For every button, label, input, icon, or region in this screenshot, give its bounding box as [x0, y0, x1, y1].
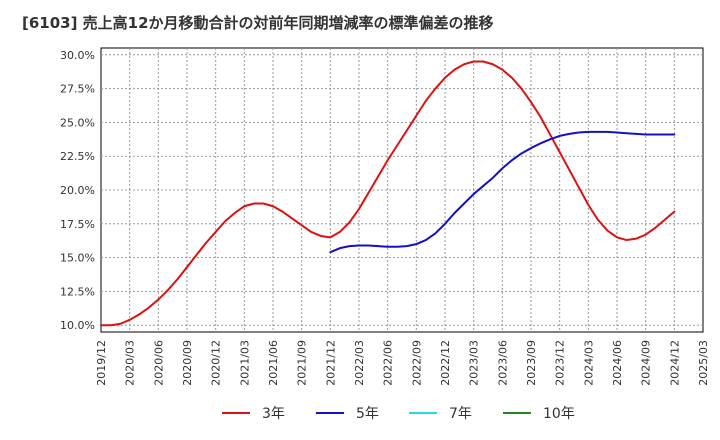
- x-tick-label: 2022/09: [410, 340, 423, 386]
- x-tick-label: 2023/12: [554, 340, 567, 386]
- series-line-1: [100, 60, 676, 327]
- x-tick-label: 2019/12: [95, 340, 108, 386]
- legend-label: 7年: [449, 406, 472, 422]
- x-tick-label: 2025/03: [697, 340, 710, 386]
- x-tick-label: 2021/06: [267, 340, 280, 386]
- chart-title: [6103] 売上高12か月移動合計の対前年同期増減率の標準偏差の推移: [22, 14, 494, 32]
- y-tick-label: 12.5%: [60, 285, 95, 298]
- series-lines: [100, 60, 676, 327]
- x-tick-label: 2022/06: [382, 340, 395, 386]
- y-tick-label: 30.0%: [60, 49, 95, 62]
- x-tick-label: 2020/09: [181, 340, 194, 386]
- x-tick-label: 2024/03: [582, 340, 595, 386]
- y-tick-label: 20.0%: [60, 184, 95, 197]
- x-tick-label: 2021/03: [238, 340, 251, 386]
- x-tick-label: 2024/06: [611, 340, 624, 386]
- x-tick-label: 2020/03: [124, 340, 137, 386]
- x-axis-ticks: 2019/12 2020/03 2020/06 2020/09 2020/12 2021/…: [95, 340, 710, 386]
- y-tick-label: 25.0%: [60, 116, 95, 129]
- x-tick-label: 2023/09: [525, 340, 538, 386]
- x-tick-label: 2022/12: [439, 340, 452, 386]
- legend-label: 3年: [262, 406, 285, 422]
- x-tick-label: 2021/12: [324, 340, 337, 386]
- series-line-2: [329, 130, 676, 254]
- x-tick-label: 2024/12: [668, 340, 681, 386]
- x-tick-label: 2023/03: [468, 340, 481, 386]
- x-tick-label: 2020/06: [152, 340, 165, 386]
- y-tick-label: 10.0%: [60, 319, 95, 332]
- y-tick-label: 22.5%: [60, 150, 95, 163]
- x-tick-label: 2024/09: [640, 340, 653, 386]
- legend: 3年 5年 7年 10年: [222, 406, 575, 422]
- legend-label: 5年: [356, 406, 379, 422]
- y-tick-label: 15.0%: [60, 252, 95, 265]
- x-tick-label: 2020/12: [210, 340, 223, 386]
- y-tick-label: 27.5%: [60, 83, 95, 96]
- y-tick-label: 17.5%: [60, 218, 95, 231]
- y-axis-ticks: 10.0% 12.5% 15.0% 17.5% 20.0% 22.5% 25.0% 27.5%…: [60, 49, 95, 332]
- x-tick-label: 2022/03: [353, 340, 366, 386]
- x-tick-label: 2021/09: [296, 340, 309, 386]
- legend-label: 10年: [543, 406, 575, 422]
- grid-lines: [101, 48, 703, 332]
- x-tick-label: 2023/06: [496, 340, 509, 386]
